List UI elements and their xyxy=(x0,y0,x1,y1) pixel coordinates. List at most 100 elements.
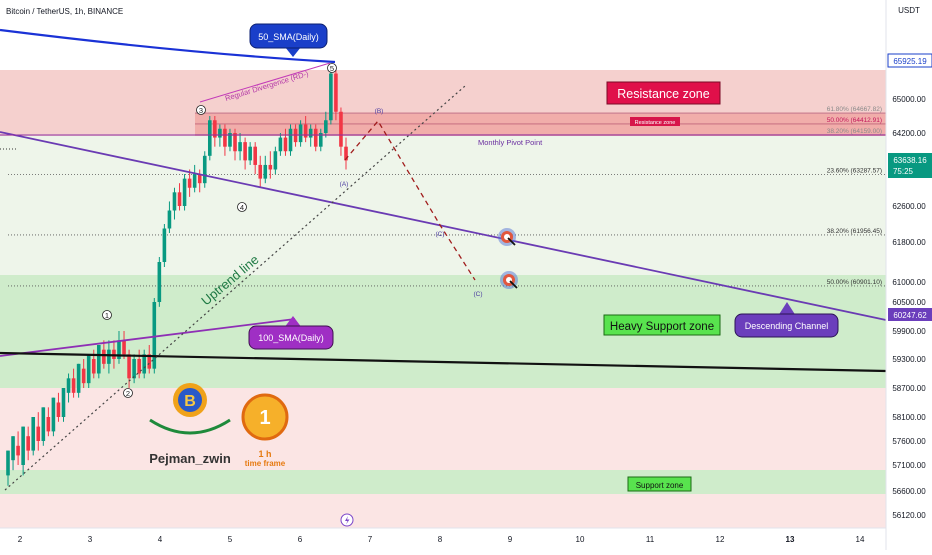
fib-label: 61.80% (64667.82) xyxy=(827,106,882,113)
descending-channel-callout: Descending Channel xyxy=(734,302,839,338)
candle-body xyxy=(308,128,313,138)
candle-body xyxy=(324,120,328,133)
candle-body xyxy=(182,178,187,206)
candle-body xyxy=(268,164,273,170)
candle-body xyxy=(273,151,278,170)
candle-body xyxy=(339,111,343,147)
y-tick-label: 56120.00 xyxy=(892,511,926,520)
candle-body xyxy=(147,354,152,369)
candle-body xyxy=(66,378,71,393)
x-tick-label: 5 xyxy=(228,535,233,544)
wave-4-label: 4 xyxy=(240,203,244,212)
candle-body xyxy=(228,133,232,147)
candle-body xyxy=(253,146,257,165)
candle-body xyxy=(26,436,30,451)
sma50-label: 50_SMA(Daily) xyxy=(258,32,319,42)
svg-text:B: B xyxy=(184,393,196,410)
horizontal-support-line xyxy=(0,351,887,373)
wave-1-label: 1 xyxy=(105,311,109,320)
candle-body xyxy=(344,146,348,161)
resistance-zone-inner xyxy=(195,114,886,136)
support-zone-label-box: Support zone xyxy=(627,476,692,492)
sma100-label: 100_SMA(Daily) xyxy=(258,333,324,343)
y-tick-label: 64200.00 xyxy=(892,129,926,138)
x-tick-label: 12 xyxy=(716,535,725,544)
candle-body xyxy=(11,436,15,461)
trend-lines xyxy=(0,28,887,491)
heavy-support-zone-label: Heavy Support zone xyxy=(610,321,714,333)
y-tick-label: 56600.00 xyxy=(892,487,926,496)
mid-zone-band xyxy=(0,136,886,275)
y-tick-label: 61000.00 xyxy=(892,278,926,287)
x-tick-label: 2 xyxy=(18,535,23,544)
candle-body xyxy=(122,340,126,355)
fib-label: 38.20% (64159.00) xyxy=(827,128,882,135)
candle-body xyxy=(137,359,141,374)
sma50-callout: 50_SMA(Daily) xyxy=(249,23,328,57)
candle-body xyxy=(51,397,56,432)
candle-body xyxy=(197,174,202,184)
author-name: Pejman_zwin xyxy=(149,451,231,466)
top-price-value: 65925.19 xyxy=(893,57,927,66)
candle-body xyxy=(157,262,162,302)
candle-body xyxy=(56,402,61,417)
divergence-line xyxy=(199,62,331,103)
x-tick-label: 10 xyxy=(576,535,585,544)
candle-body xyxy=(238,142,242,152)
candle-body xyxy=(41,407,46,441)
x-tick-label: 9 xyxy=(508,535,513,544)
candle-body xyxy=(142,354,147,374)
current-price-value: 63638.16 xyxy=(893,156,927,165)
candle-body xyxy=(187,178,192,188)
candle-body xyxy=(91,359,96,374)
x-tick-label: 7 xyxy=(368,535,373,544)
x-tick-label: 3 xyxy=(88,535,93,544)
candle-body xyxy=(152,302,157,369)
candle-body xyxy=(162,228,167,262)
sma50-line xyxy=(0,28,336,64)
resistance-zone-label-box: Resistance zone xyxy=(606,81,721,105)
y-tick-label: 61800.00 xyxy=(892,238,926,247)
price-axis[interactable]: USDT 65000.00 64200.00 62600.00 61800.00 610… xyxy=(885,0,932,550)
wave-2-label: 2 xyxy=(126,389,130,398)
projection-path xyxy=(344,119,476,281)
candle-body xyxy=(71,378,76,393)
candle-body xyxy=(207,120,212,156)
wave-c2-label: (C) xyxy=(473,291,482,298)
support-zone-label: Support zone xyxy=(636,481,684,490)
candle-body xyxy=(86,354,91,384)
wave-a-label: (A) xyxy=(340,181,349,188)
candle-body xyxy=(334,73,338,112)
symbol-title: Bitcoin / TetherUS, 1h, BINANCE xyxy=(6,7,123,16)
heavy-support-zone-label-box: Heavy Support zone xyxy=(603,314,721,336)
svg-text:1 h: 1 h xyxy=(258,449,271,459)
candle-body xyxy=(243,142,247,161)
target-markers xyxy=(498,228,518,289)
candle-body xyxy=(61,388,66,417)
bottom-zone-band xyxy=(0,494,886,528)
wave-c1-label: (C) xyxy=(435,231,444,238)
author-logo: B Pejman_zwin xyxy=(149,383,231,466)
wave-5-label: 5 xyxy=(330,64,334,73)
currency-label: USDT xyxy=(898,6,920,15)
fib-label: 38.20% (61956.45) xyxy=(827,228,882,235)
abc-labels: (A) (B) (C) (C) xyxy=(340,108,483,298)
monthly-pivot-label: Monthly Pivot Point xyxy=(478,138,543,147)
descending-channel-label: Descending Channel xyxy=(745,321,829,331)
x-tick-label: 8 xyxy=(438,535,443,544)
candle-body xyxy=(318,133,323,147)
candle-body xyxy=(258,164,263,179)
lightning-icon xyxy=(340,513,354,527)
candle-body xyxy=(303,124,308,138)
descending-channel-line xyxy=(0,131,887,321)
candle-body xyxy=(132,359,136,379)
sma100-callout: 100_SMA(Daily) xyxy=(248,316,334,350)
target-icon xyxy=(500,271,518,289)
y-tick-label: 59900.00 xyxy=(892,327,926,336)
candle-body xyxy=(127,354,131,379)
y-tick-label: 59300.00 xyxy=(892,355,926,364)
candle-body xyxy=(263,164,268,179)
fib-label: 23.60% (63287.57) xyxy=(827,168,882,175)
y-tick-label: 57100.00 xyxy=(892,461,926,470)
